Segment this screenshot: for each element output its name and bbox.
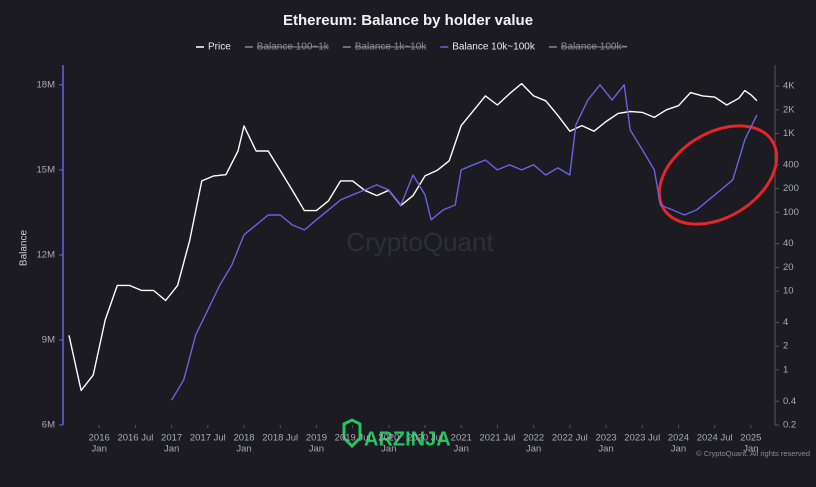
x-tick-label: 2016 [89, 433, 110, 444]
legend-label: Price [208, 42, 231, 53]
x-tick-label: 2020 Jul [407, 433, 443, 444]
y2-tick-label: 1 [783, 364, 788, 375]
x-tick-label: 2019 [306, 433, 327, 444]
y2-tick-label: 1K [783, 128, 795, 139]
y2-tick-label: 400 [783, 159, 799, 170]
x-tick-label: 2023 [595, 433, 616, 444]
x-tick-label: 2018 [233, 433, 254, 444]
y2-tick-label: 20 [783, 262, 794, 273]
y2-tick-label: 2 [783, 341, 788, 352]
watermark: CryptoQuant [346, 227, 494, 257]
x-tick-label: 2016 Jul [117, 433, 153, 444]
x-tick-label: 2019 Jul [335, 433, 371, 444]
x-tick-label: 2021 Jul [479, 433, 515, 444]
y2-tick-label: 40 [783, 238, 794, 249]
x-tick-sublabel: Jan [164, 444, 179, 455]
legend-label: Balance 100k~ [561, 42, 628, 53]
highlight-ellipse [657, 124, 779, 226]
y-tick-label: 18M [37, 79, 56, 90]
x-tick-label: 2022 Jul [552, 433, 588, 444]
chart-title: Ethereum: Balance by holder value [283, 12, 533, 29]
x-tick-sublabel: Jan [309, 444, 324, 455]
y2-tick-label: 0.2 [783, 420, 796, 431]
x-tick-label: 2021 [451, 433, 472, 444]
series-line [170, 84, 758, 401]
y2-tick-label: 4 [783, 317, 788, 328]
logo: ARZINJA [342, 418, 451, 450]
y-tick-label: 12M [37, 249, 56, 260]
x-tick-label: 2018 Jul [262, 433, 298, 444]
logo-icon [342, 418, 362, 449]
x-tick-label: 2025 [740, 433, 761, 444]
copyright: © CryptoQuant. All rights reserved [696, 449, 810, 458]
y-tick-label: 15M [37, 164, 56, 175]
x-tick-label: 2024 [668, 433, 689, 444]
y2-tick-label: 2K [783, 104, 795, 115]
legend-label: Balance 10k~100k [452, 42, 536, 53]
y2-tick-label: 200 [783, 183, 799, 194]
y-tick-label: 6M [42, 420, 55, 431]
x-tick-sublabel: Jan [92, 444, 107, 455]
x-tick-sublabel: Jan [526, 444, 541, 455]
legend-label: Balance 1k~10k [355, 42, 427, 53]
x-tick-sublabel: Jan [598, 444, 613, 455]
y2-tick-label: 100 [783, 207, 799, 218]
x-tick-label: 2023 Jul [624, 433, 660, 444]
x-tick-sublabel: Jan [381, 444, 396, 455]
legend-label: Balance 100~1k [257, 42, 330, 53]
x-tick-label: 2017 [161, 433, 182, 444]
y-axis-label: Balance [19, 229, 30, 266]
x-tick-label: 2022 [523, 433, 544, 444]
x-tick-sublabel: Jan [236, 444, 251, 455]
x-tick-sublabel: Jan [743, 444, 758, 455]
x-tick-label: 2020 [378, 433, 399, 444]
y2-tick-label: 4K [783, 81, 795, 92]
logo-text: ARZINJA [364, 428, 451, 450]
y2-tick-label: 0.4 [783, 396, 796, 407]
x-tick-sublabel: Jan [671, 444, 686, 455]
y-tick-label: 9M [42, 334, 55, 345]
y2-tick-label: 10 [783, 286, 794, 297]
x-tick-label: 2024 Jul [697, 433, 733, 444]
x-tick-label: 2017 Jul [190, 433, 226, 444]
x-tick-sublabel: Jan [454, 444, 469, 455]
